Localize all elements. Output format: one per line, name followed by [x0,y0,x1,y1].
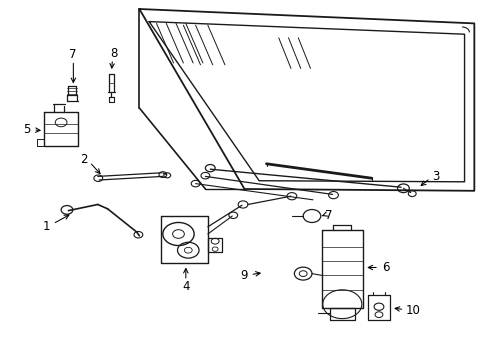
Text: 1: 1 [42,220,50,233]
Text: 2: 2 [80,153,88,166]
Text: 4: 4 [182,280,189,293]
Text: 5: 5 [23,123,31,136]
Text: 6: 6 [382,261,389,274]
Text: 7: 7 [68,48,76,61]
Text: 3: 3 [431,170,439,183]
Text: 8: 8 [109,47,117,60]
Text: 9: 9 [240,269,248,282]
Text: 7: 7 [324,209,332,222]
Text: 10: 10 [405,304,420,317]
